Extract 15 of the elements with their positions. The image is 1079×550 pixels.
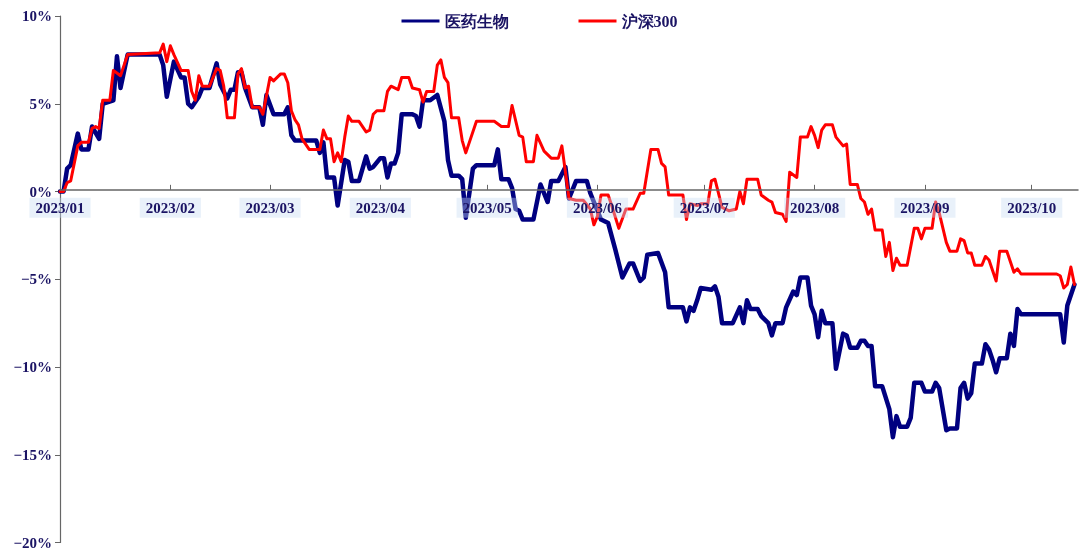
x-tick-label: 2023/08 (790, 200, 840, 217)
y-tick-label: 0% (29, 183, 52, 200)
y-tick-label: −15% (13, 446, 52, 463)
y-tick-label: −5% (20, 271, 52, 288)
y-tick-label: −20% (13, 534, 52, 550)
y-tick-label: −10% (13, 359, 52, 375)
legend-label: 沪深300 (620, 11, 678, 30)
x-tick-label: 2023/04 (355, 200, 406, 217)
x-tick-label: 2023/02 (145, 200, 195, 217)
legend-label: 医药生物 (444, 12, 509, 30)
y-tick-label: 5% (29, 95, 52, 112)
x-tick-label: 2023/01 (35, 200, 85, 217)
y-tick-label: 10% (22, 8, 52, 24)
x-tick-label: 2023/03 (245, 200, 295, 217)
x-tick-label: 2023/10 (1007, 200, 1057, 217)
